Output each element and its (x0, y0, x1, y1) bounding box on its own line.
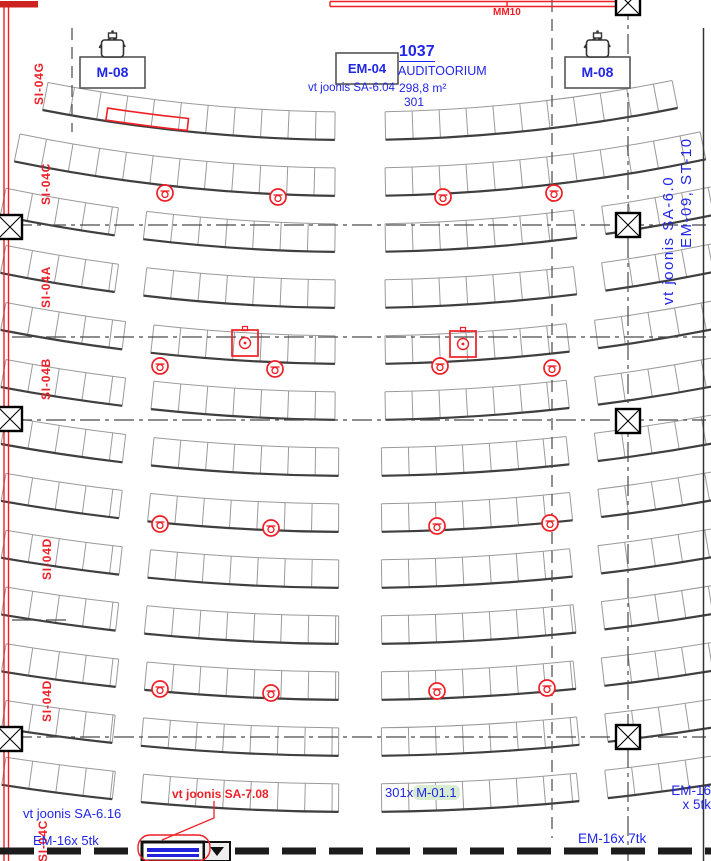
bottom-drawing-ref-sa708: vt joonis SA-7.08 (172, 787, 269, 801)
em16-right-line2: x 5tk (682, 797, 711, 813)
room-number-text: 1037 (399, 43, 435, 62)
sprinkler-icon (269, 188, 287, 206)
sprinkler-icon (266, 360, 284, 378)
equipment-box (564, 56, 631, 89)
wall-corner-block (0, 1, 38, 8)
projector-tag-left: M-08 (96, 64, 129, 81)
projector-icon (98, 30, 127, 58)
seat-row (0, 585, 711, 645)
seat-row (0, 186, 711, 253)
column-symbol (614, 211, 642, 239)
sprinkler-icon (151, 680, 169, 698)
grid-label-si04a: SI-04A (39, 265, 53, 308)
highlighted-seats (104, 107, 190, 132)
detector-icon (231, 325, 259, 357)
bottom-em16-right: EM-16 x 5tk (671, 783, 711, 813)
bottom-em16-left: EM-16x 5tk (33, 833, 99, 848)
room-drawing-ref: vt joonis SA-6.04 (308, 82, 395, 94)
seat-row (13, 131, 707, 197)
red-callout-leader (161, 801, 215, 841)
sprinkler-icon (262, 519, 280, 537)
equipment-tag-em04: EM-04 (347, 60, 387, 76)
sprinkler-icon (428, 682, 446, 700)
bottom-drawing-ref-sa616: vt joonis SA-6.16 (23, 806, 122, 821)
column-symbol (614, 407, 642, 435)
device-screen-bar (147, 848, 199, 852)
grid-label-si04d-1: SI-04D (40, 537, 54, 580)
seat-row (0, 528, 711, 589)
wall-tag-mm10: MM10 (493, 7, 521, 18)
sprinkler-icon (434, 188, 452, 206)
right-drawing-ref: vt joonis SA-6.0 (660, 175, 677, 305)
room-area: 298,8 m² (399, 81, 447, 95)
grid-label-si04d-2: SI-04D (40, 679, 54, 722)
seat-row (1, 642, 711, 701)
seat-row (0, 357, 711, 421)
seat-count-tag: 301x M-01.1 (385, 785, 460, 800)
device-triangle (210, 847, 224, 856)
seat-row (0, 471, 711, 533)
sprinkler-icon (543, 359, 561, 377)
seat-row (0, 243, 711, 309)
sprinkler-icon (156, 184, 174, 202)
room-name: AUDITOORIUM (398, 64, 487, 78)
equipment-box (79, 56, 146, 89)
column-symbol (614, 0, 642, 17)
device-screen-bar (147, 854, 199, 857)
equipment-box (335, 52, 399, 85)
seat-count-code: M-01.1 (413, 785, 460, 800)
seat-row (42, 80, 679, 141)
sprinkler-icon (541, 514, 559, 532)
column-symbol (0, 725, 24, 753)
column-symbol (614, 723, 642, 751)
sprinkler-icon (545, 184, 563, 202)
projector-icon (583, 30, 612, 58)
column-symbol (0, 405, 24, 433)
sprinkler-icon (151, 357, 169, 375)
seat-count-prefix: 301x (385, 785, 414, 800)
grid-label-si04b: SI-04B (39, 357, 53, 400)
projector-tag-right: M-08 (581, 64, 614, 81)
sprinkler-icon (428, 517, 446, 535)
bottom-em16-7tk: EM-16x 7tk (578, 831, 647, 846)
sprinkler-icon (431, 357, 449, 375)
seat-row (0, 414, 711, 477)
right-drawing-ref2: EM-09, ST-10 (678, 137, 695, 248)
room-number: 1037 (399, 43, 435, 62)
grid-label-si04g: SI-04G (32, 62, 46, 105)
sprinkler-icon (262, 684, 280, 702)
room-secondary-number: 301 (404, 95, 425, 109)
seat-row (0, 300, 711, 365)
seat-row (1, 755, 711, 813)
column-symbol (0, 213, 24, 241)
sprinkler-icon (538, 679, 556, 697)
detector-icon (449, 326, 477, 358)
grid-label-si04c-1: SI-04C (39, 162, 53, 205)
seat-row (1, 698, 711, 757)
em16-right-line1: EM-16 (671, 783, 711, 798)
sprinkler-icon (151, 515, 169, 533)
